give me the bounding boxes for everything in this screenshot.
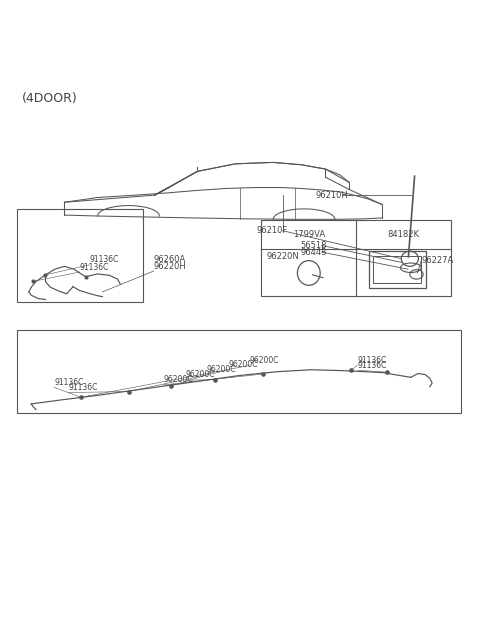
Text: 96200C: 96200C — [185, 370, 215, 379]
Text: 96260A: 96260A — [154, 255, 186, 264]
Bar — [369, 251, 425, 288]
Text: 91136C: 91136C — [68, 383, 97, 392]
Text: 96220H: 96220H — [154, 262, 186, 271]
Bar — [261, 220, 451, 296]
Text: 91136C: 91136C — [54, 378, 84, 387]
Text: 1799VA: 1799VA — [293, 230, 325, 239]
Bar — [17, 331, 461, 413]
Text: 91136C: 91136C — [89, 255, 119, 264]
Text: 91136C: 91136C — [358, 361, 387, 369]
Bar — [17, 210, 143, 302]
Text: 96200C: 96200C — [207, 365, 236, 374]
Text: 84182K: 84182K — [388, 230, 420, 239]
Text: 91136C: 91136C — [80, 262, 109, 271]
Text: 96200C: 96200C — [163, 375, 192, 384]
Text: 96200C: 96200C — [228, 361, 258, 369]
Text: 96443: 96443 — [301, 248, 327, 257]
Text: 91136C: 91136C — [358, 355, 387, 364]
Bar — [373, 256, 421, 283]
Text: (4DOOR): (4DOOR) — [22, 92, 77, 104]
Text: 96220N: 96220N — [266, 252, 299, 261]
Text: 96200C: 96200C — [250, 355, 279, 364]
Text: 96210F: 96210F — [257, 226, 288, 235]
Text: 96227A: 96227A — [421, 256, 454, 265]
Text: 96210H: 96210H — [316, 190, 348, 199]
Text: 56518: 56518 — [301, 241, 327, 250]
